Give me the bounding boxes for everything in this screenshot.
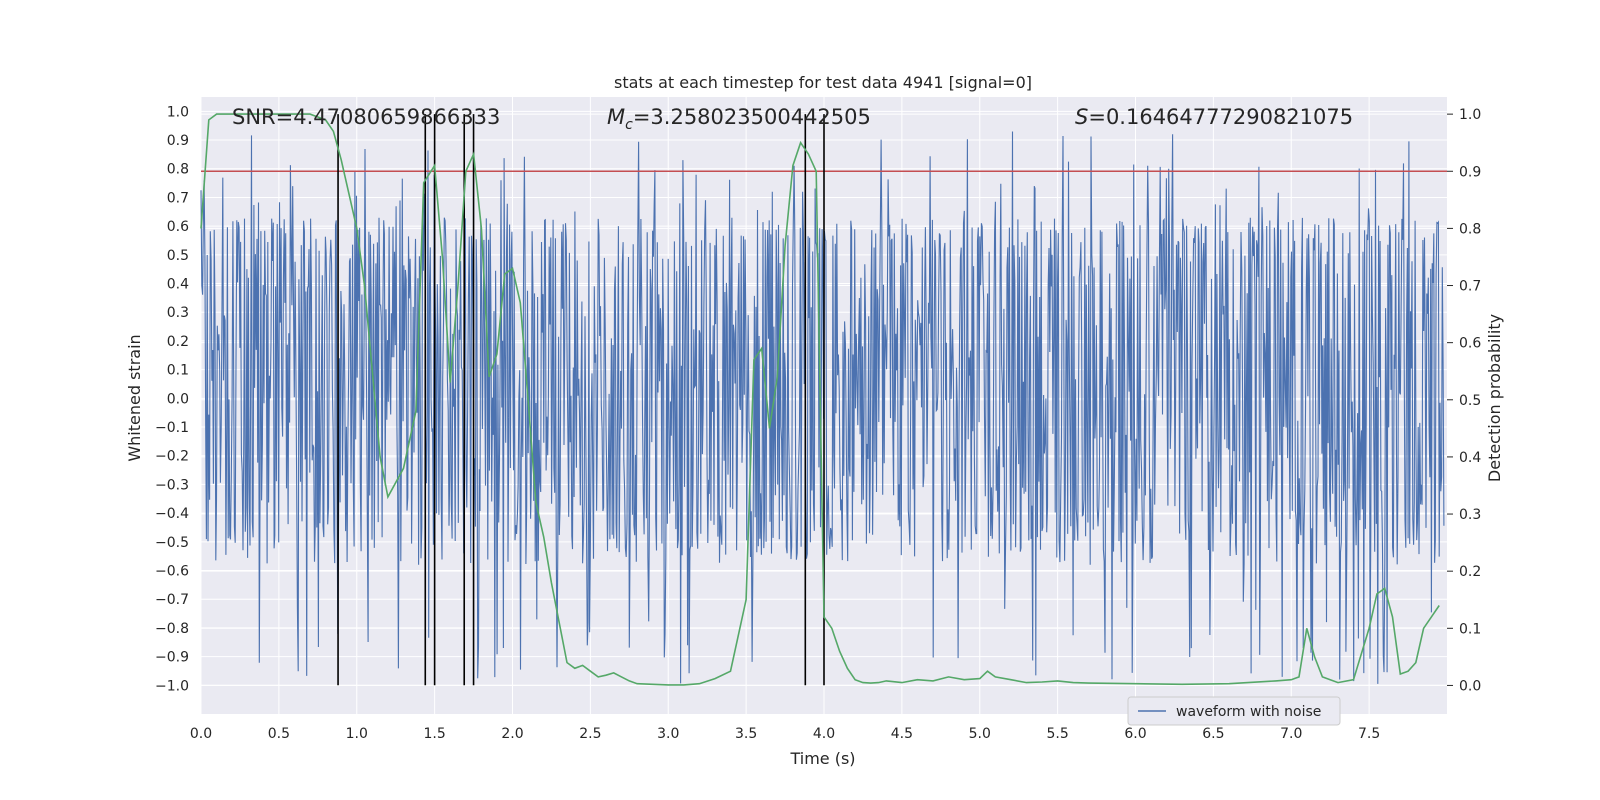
x-tick-label: 5.5 — [1046, 726, 1068, 742]
x-tick-label: 7.0 — [1280, 726, 1302, 742]
right-y-tick-label: 0.8 — [1459, 221, 1481, 237]
detection-markers — [337, 114, 825, 686]
left-y-tick-label: −0.4 — [155, 506, 189, 522]
left-y-tick-label: 0.9 — [167, 133, 189, 149]
x-tick-label: 5.0 — [969, 726, 991, 742]
right-y-tick-label: 0.4 — [1459, 450, 1481, 466]
right-y-tick-label: 0.0 — [1459, 678, 1481, 694]
left-y-tick-label: 0.6 — [167, 219, 189, 235]
right-y-tick-label: 1.0 — [1459, 107, 1481, 123]
x-axis-ticks: 0.0 0.5 1.0 1.5 2.0 2.5 3.0 3.5 4.0 4.5 5.0 5.5 6.0 6… — [190, 726, 1380, 742]
left-y-tick-label: −0.9 — [155, 650, 189, 666]
right-y-tick-label: 0.5 — [1459, 393, 1481, 409]
x-axis-label: Time (s) — [789, 749, 855, 768]
left-y-tick-label: −0.2 — [155, 449, 189, 465]
s-statistic-value: =0.16464777290821075 — [1088, 105, 1353, 129]
right-y-tick-label: 0.7 — [1459, 279, 1481, 295]
left-y-tick-label: −0.8 — [155, 621, 189, 637]
x-tick-label: 3.5 — [735, 726, 757, 742]
s-statistic-annotation: S=0.16464777290821075 — [1075, 105, 1353, 129]
x-tick-label: 3.0 — [657, 726, 679, 742]
plot-area — [200, 113, 1447, 686]
left-y-tick-label: 0.3 — [167, 305, 189, 321]
left-y-tick-label: 0.7 — [167, 190, 189, 206]
chirp-mass-value: =3.258023500442505 — [633, 105, 871, 129]
left-y-tick-label: 0.1 — [167, 363, 189, 379]
chart-title: stats at each timestep for test data 494… — [614, 73, 1032, 92]
chirp-mass-symbol: M — [607, 105, 625, 129]
right-y-tick-label: 0.2 — [1459, 564, 1481, 580]
legend-label: waveform with noise — [1176, 704, 1321, 720]
left-y-tick-label: −0.1 — [155, 420, 189, 436]
snr-annotation: SNR=4.47080659866333 — [232, 105, 500, 129]
x-tick-label: 2.5 — [579, 726, 601, 742]
x-tick-label: 1.0 — [346, 726, 368, 742]
right-y-axis-ticks: 1.0 0.9 0.8 0.7 0.6 0.5 0.4 0.3 0.2 0.1 0.0 — [1447, 107, 1481, 694]
x-tick-label: 7.5 — [1358, 726, 1380, 742]
right-y-tick-label: 0.3 — [1459, 507, 1481, 523]
x-tick-label: 4.5 — [891, 726, 913, 742]
left-y-tick-label: 1.0 — [167, 104, 189, 120]
left-y-tick-label: −1.0 — [155, 678, 189, 694]
x-tick-label: 4.0 — [813, 726, 835, 742]
left-y-tick-label: −0.3 — [155, 477, 189, 493]
s-statistic-symbol: S — [1075, 105, 1088, 129]
legend: waveform with noise — [1127, 696, 1341, 726]
chirp-mass-annotation: Mc=3.258023500442505 — [607, 105, 871, 133]
left-y-tick-label: 0.4 — [167, 277, 189, 293]
x-tick-label: 0.0 — [190, 726, 212, 742]
x-tick-label: 0.5 — [268, 726, 290, 742]
left-y-axis-ticks: 1.0 0.9 0.8 0.7 0.6 0.5 0.4 0.3 0.2 0.1 0.0 −0.1 −0.… — [155, 104, 189, 694]
right-y-tick-label: 0.9 — [1459, 164, 1481, 180]
right-y-tick-label: 0.1 — [1459, 621, 1481, 637]
left-y-tick-label: 0.8 — [167, 162, 189, 178]
left-y-tick-label: 0.2 — [167, 334, 189, 350]
left-y-tick-label: −0.5 — [155, 535, 189, 551]
left-y-axis-label: Whitened strain — [125, 334, 144, 461]
waveform-series — [200, 131, 1445, 684]
x-tick-label: 1.5 — [423, 726, 445, 742]
chirp-mass-subscript: c — [625, 117, 633, 133]
legend-box — [1127, 696, 1341, 726]
left-y-tick-label: 0.5 — [167, 248, 189, 264]
left-y-tick-label: −0.7 — [155, 592, 189, 608]
right-y-axis-label: Detection probability — [1485, 314, 1504, 482]
x-tick-label: 6.5 — [1202, 726, 1224, 742]
detection-probability-series — [200, 113, 1440, 686]
x-tick-label: 6.0 — [1124, 726, 1146, 742]
left-y-tick-label: −0.6 — [155, 564, 189, 580]
x-tick-label: 2.0 — [501, 726, 523, 742]
left-y-tick-label: 0.0 — [167, 391, 189, 407]
right-y-tick-label: 0.6 — [1459, 336, 1481, 352]
